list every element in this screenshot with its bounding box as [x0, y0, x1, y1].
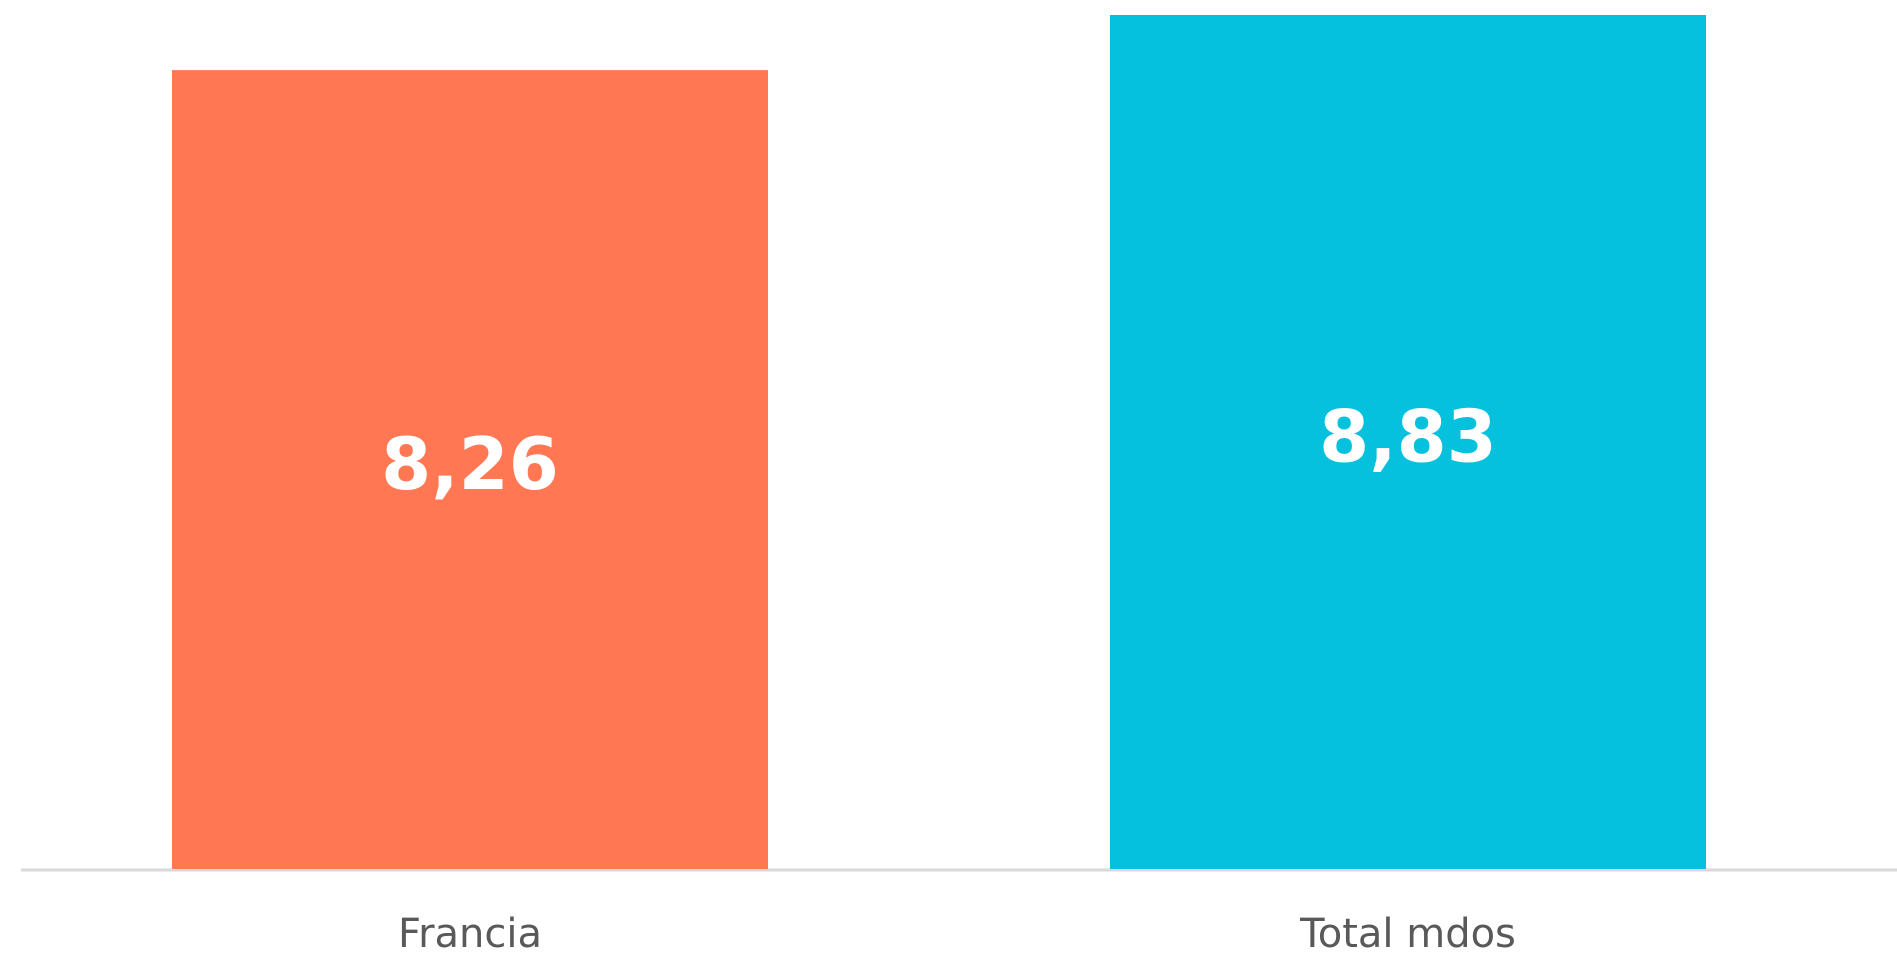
bar: [1110, 15, 1706, 869]
value-label: 8,26: [381, 422, 559, 506]
x-tick-label: Total mdos: [1299, 911, 1516, 957]
bar: [172, 70, 768, 869]
x-tick-label: Francia: [398, 911, 542, 957]
value-label: 8,83: [1319, 395, 1497, 479]
